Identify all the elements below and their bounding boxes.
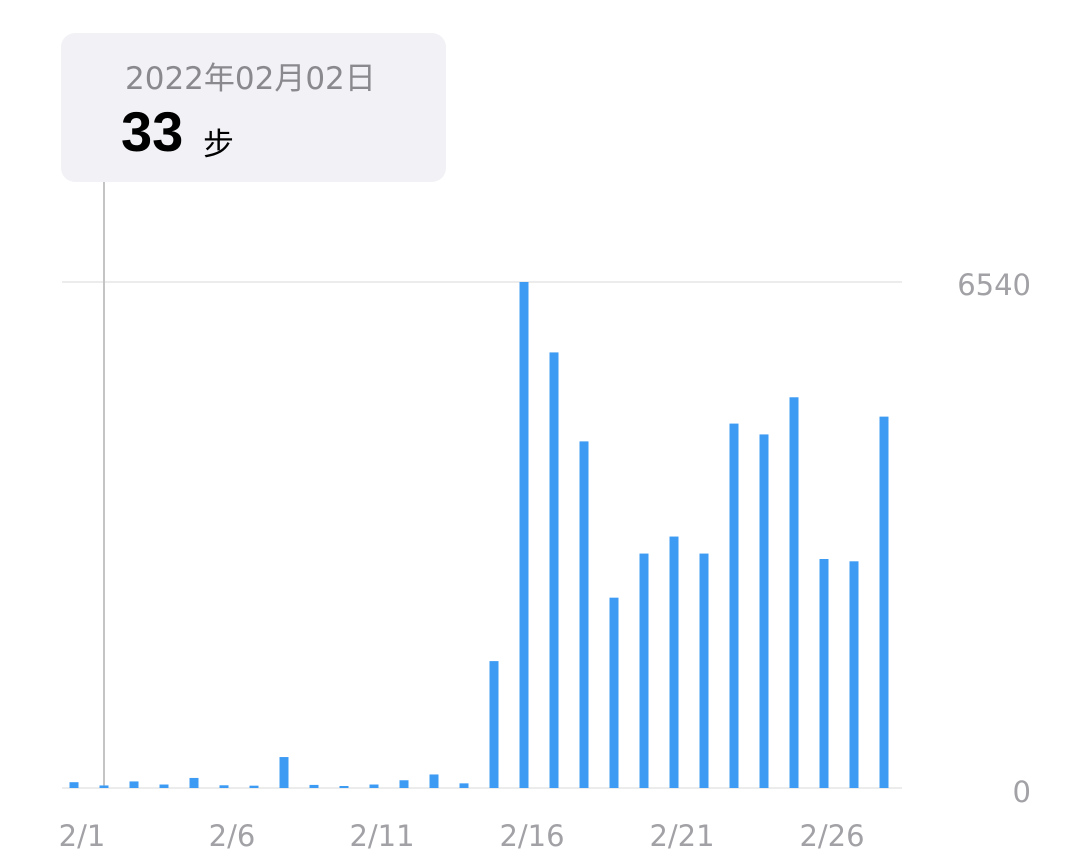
bar-2-1[interactable] [69,782,79,788]
x-tick-label-2-1: 2/1 [59,819,106,853]
x-axis-tick-labels: 2/1 2/6 2/11 2/16 2/21 2/26 [59,819,865,853]
bar-2-21[interactable] [669,536,679,788]
bar-2-22[interactable] [699,553,709,788]
bar-2-14[interactable] [459,783,469,788]
bar-2-9[interactable] [309,784,319,788]
bar-2-6[interactable] [219,785,229,788]
tooltip-unit: 步 [203,127,234,163]
bar-2-13[interactable] [429,774,439,788]
bar-series [69,282,889,788]
bar-2-15[interactable] [489,661,499,788]
selected-day-tooltip: 2022年02月02日 33 步 [61,33,446,182]
x-tick-label-2-11: 2/11 [349,819,414,853]
bar-2-4[interactable] [159,784,169,788]
bar-2-23[interactable] [729,423,739,788]
bar-2-17[interactable] [549,352,559,788]
bar-2-7[interactable] [249,785,259,788]
bar-2-11[interactable] [369,784,379,788]
bar-2-2[interactable] [99,785,109,788]
x-tick-label-2-6: 2/6 [209,819,256,853]
x-tick-label-2-16: 2/16 [499,819,564,853]
x-tick-label-2-21: 2/21 [649,819,714,853]
tooltip-date: 2022年02月02日 [125,61,376,97]
bar-2-8[interactable] [279,757,289,788]
x-tick-label-2-26: 2/26 [799,819,864,853]
bar-2-20[interactable] [639,553,649,788]
bar-2-10[interactable] [339,786,349,788]
y-tick-label-max: 6540 [957,268,1031,302]
bar-2-5[interactable] [189,777,199,788]
bar-2-19[interactable] [609,597,619,788]
bar-2-25[interactable] [789,397,799,788]
bar-2-26[interactable] [819,558,829,788]
bar-2-28[interactable] [879,416,889,788]
y-tick-label-zero: 0 [1013,775,1031,809]
bar-2-3[interactable] [129,781,139,788]
bar-2-18[interactable] [579,441,589,788]
bar-2-12[interactable] [399,780,409,788]
bar-2-27[interactable] [849,561,859,788]
bar-2-16[interactable] [519,282,529,788]
tooltip-step-count: 33 [121,100,184,163]
bar-2-24[interactable] [759,434,769,788]
